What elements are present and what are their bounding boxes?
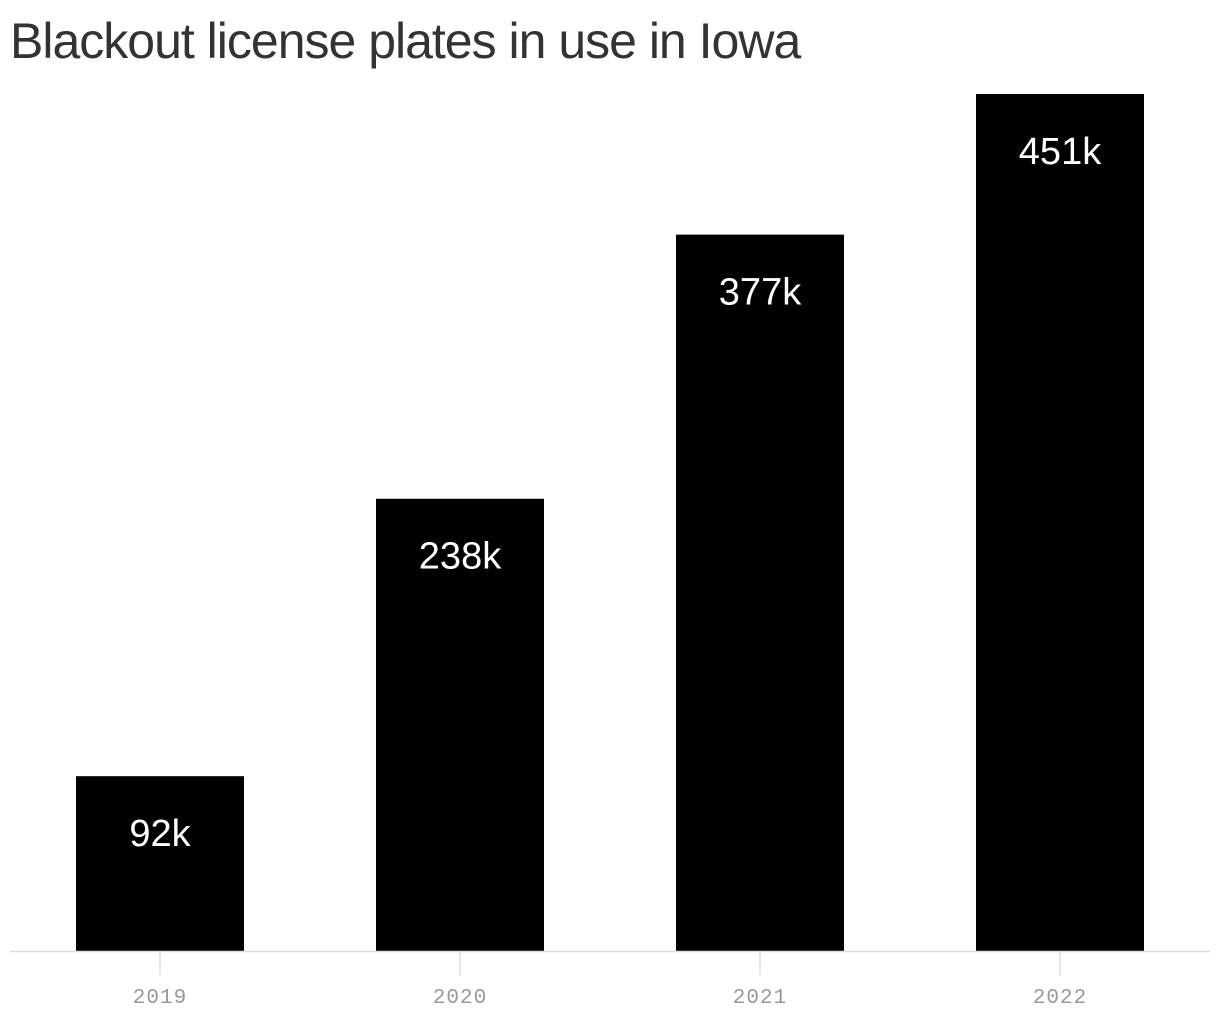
chart-title: Blackout license plates in use in Iowa — [10, 13, 801, 69]
x-axis-ticks: 2019 2020 2021 2022 — [133, 951, 1087, 1010]
x-tick-label-2021: 2021 — [733, 987, 787, 1010]
bar-value-label-2021: 377k — [719, 272, 802, 314]
bar-2021 — [676, 234, 844, 952]
x-tick-label-2020: 2020 — [433, 987, 487, 1010]
bar-2020 — [376, 498, 544, 951]
bar-value-label-2019: 92k — [129, 813, 191, 855]
bar-value-label-2020: 238k — [419, 536, 502, 578]
bar-2019 — [76, 776, 244, 951]
bar-value-label-2022: 451k — [1019, 131, 1102, 173]
bars-layer — [76, 94, 1144, 952]
bar-labels-layer: 92k 238k 377k 451k — [129, 131, 1102, 855]
x-tick-label-2019: 2019 — [133, 987, 187, 1010]
x-tick-label-2022: 2022 — [1033, 987, 1087, 1010]
bar-2022 — [976, 94, 1144, 951]
